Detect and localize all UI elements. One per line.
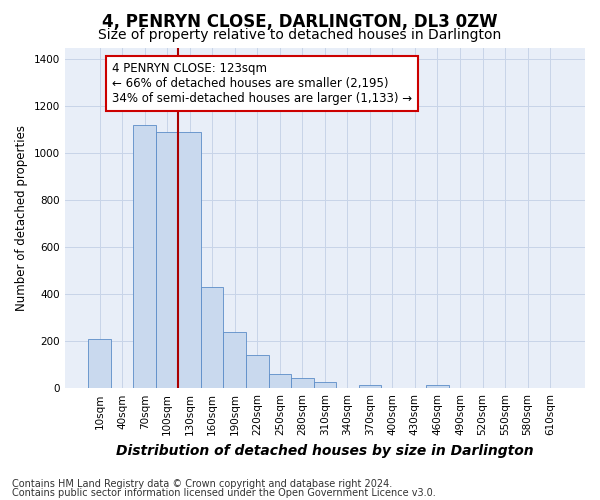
Text: 4 PENRYN CLOSE: 123sqm
← 66% of detached houses are smaller (2,195)
34% of semi-: 4 PENRYN CLOSE: 123sqm ← 66% of detached… [112, 62, 412, 104]
Bar [178, 132, 201, 388]
Text: 4, PENRYN CLOSE, DARLINGTON, DL3 0ZW: 4, PENRYN CLOSE, DARLINGTON, DL3 0ZW [102, 12, 498, 30]
Bar [223, 332, 246, 388]
Bar [291, 378, 314, 388]
Bar [156, 132, 178, 388]
Text: Contains HM Land Registry data © Crown copyright and database right 2024.: Contains HM Land Registry data © Crown c… [12, 479, 392, 489]
Text: Size of property relative to detached houses in Darlington: Size of property relative to detached ho… [98, 28, 502, 42]
Bar [88, 339, 111, 388]
Bar [201, 287, 223, 388]
Bar [359, 385, 381, 388]
Bar [133, 125, 156, 388]
Bar [426, 385, 449, 388]
Bar [246, 356, 269, 388]
Y-axis label: Number of detached properties: Number of detached properties [15, 125, 28, 311]
Text: Contains public sector information licensed under the Open Government Licence v3: Contains public sector information licen… [12, 488, 436, 498]
Bar [269, 374, 291, 388]
X-axis label: Distribution of detached houses by size in Darlington: Distribution of detached houses by size … [116, 444, 533, 458]
Bar [314, 382, 336, 388]
